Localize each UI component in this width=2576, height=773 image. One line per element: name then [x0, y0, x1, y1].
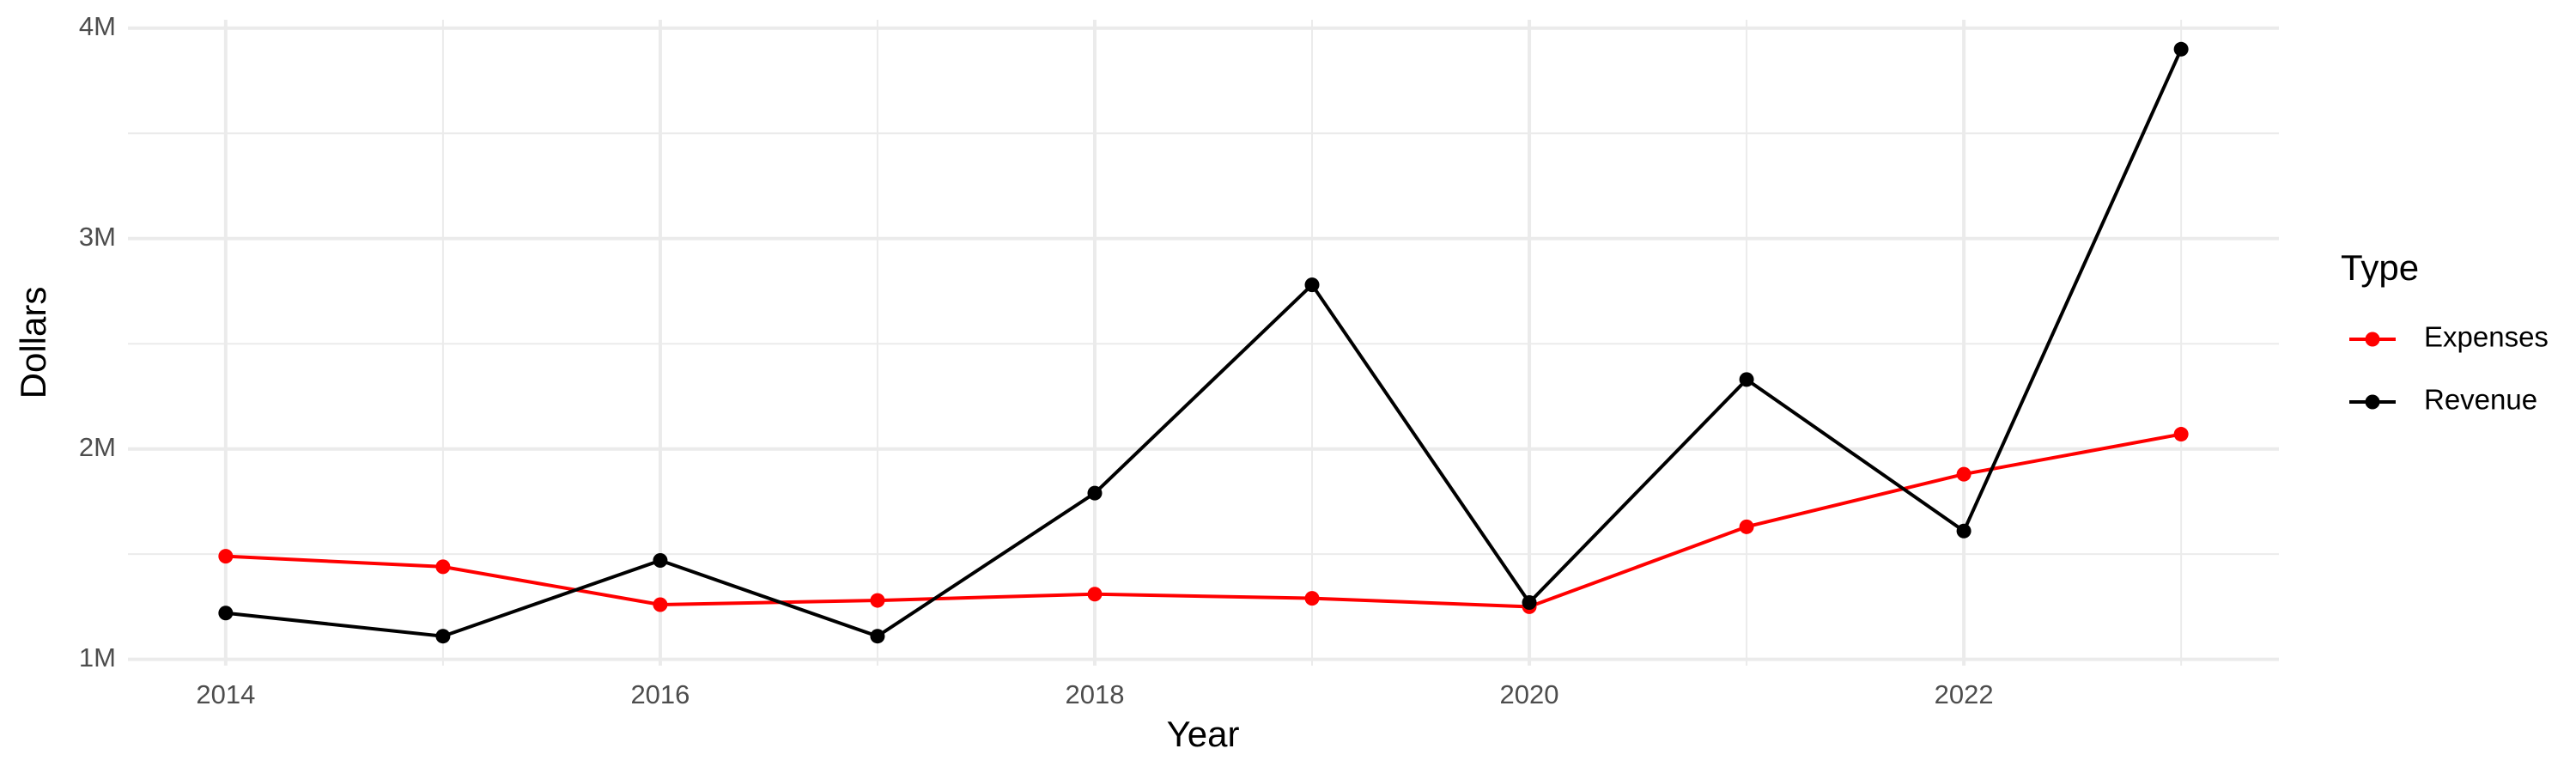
x-axis-title: Year [1167, 714, 1240, 754]
data-point [218, 549, 234, 564]
y-tick-label: 1M [79, 642, 116, 673]
series-line [225, 48, 2183, 638]
legend-label: Revenue [2424, 384, 2537, 416]
data-point [870, 593, 885, 608]
x-tick-label: 2016 [630, 679, 690, 709]
series-line [225, 432, 2182, 609]
y-tick-label: 4M [79, 11, 116, 41]
data-point [218, 606, 234, 621]
data-point [1522, 595, 1537, 611]
y-tick-label: 3M [79, 222, 116, 252]
data-point [653, 597, 668, 612]
legend-key-point [2365, 332, 2380, 347]
data-point [1304, 591, 1320, 606]
y-axis-title: Dollars [13, 287, 53, 399]
x-tick-label: 2018 [1066, 679, 1125, 709]
data-point [435, 629, 451, 644]
legend-title: Type [2341, 247, 2419, 288]
legend-label: Expenses [2424, 321, 2549, 353]
x-tick-label: 2020 [1500, 679, 1559, 709]
data-point [1739, 372, 1754, 387]
data-point [2173, 41, 2189, 57]
data-point [1087, 485, 1103, 501]
legend-key-point [2365, 394, 2380, 410]
data-point [653, 553, 668, 569]
data-point [1956, 466, 1971, 482]
y-tick-label: 2M [79, 432, 116, 462]
data-point [1739, 519, 1754, 534]
data-point [2173, 427, 2189, 442]
data-point [1956, 523, 1971, 539]
x-tick-label: 2022 [1935, 679, 1994, 709]
data-point [1304, 277, 1320, 293]
data-point [870, 629, 885, 644]
x-tick-label: 2014 [196, 679, 255, 709]
data-point [1087, 587, 1103, 602]
data-point [435, 559, 451, 575]
